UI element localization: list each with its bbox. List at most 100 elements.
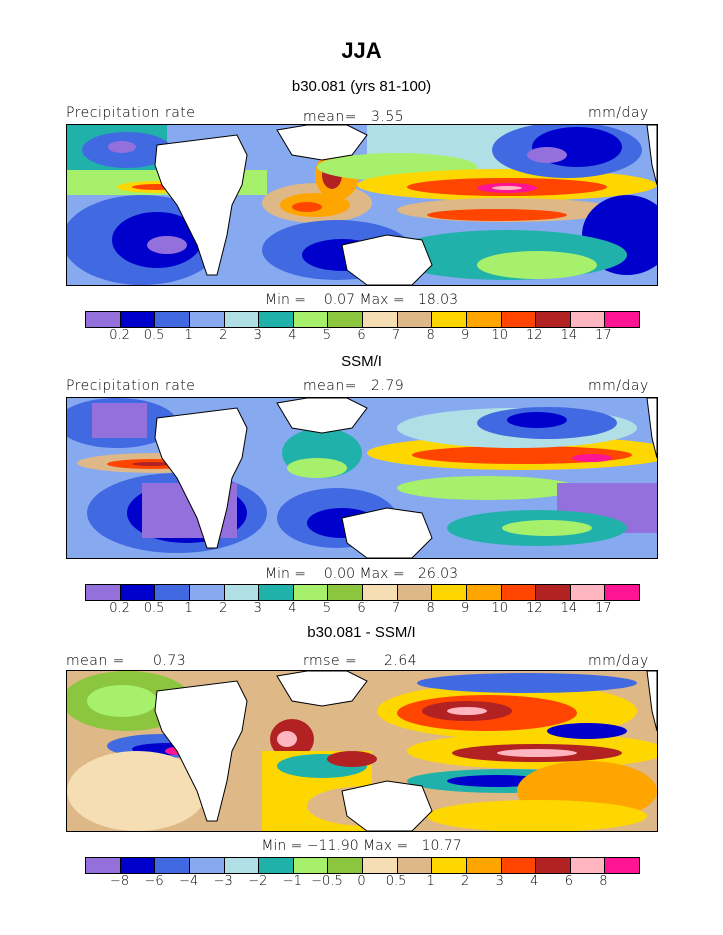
panel1-colorbar-cell (86, 312, 121, 327)
panel3-colorbar-tick-label: −0.5 (311, 874, 343, 889)
panel2-colorbar-ticks: 0.2 0.5 1 2 3 4 5 6 7 8 9 10 12 14 17 (85, 601, 638, 617)
panel3-colorbar-cell (155, 858, 190, 873)
panel3-colorbar-tick-label: −6 (144, 874, 164, 889)
panel3-colorbar-cell (397, 858, 433, 873)
panel2-colorbar-tick-label: 0.2 (109, 601, 130, 616)
panel2-colorbar-cell (570, 585, 606, 600)
panel2-colorbar-cell (432, 585, 467, 600)
panel1-variable-label: Precipitation rate (66, 105, 196, 121)
panel2-units-label: mm/day (588, 378, 649, 394)
panel1-colorbar-tick-label: 10 (491, 328, 509, 343)
panel2-colorbar-tick-label: 12 (526, 601, 543, 616)
panel1-mean-value: 3.55 (371, 109, 405, 125)
panel3-colorbar-tick-label: 0 (357, 874, 366, 889)
panel1-minmax: Min = 0.07 Max = 18.03 (265, 292, 458, 308)
panel2-colorbar-cell (397, 585, 433, 600)
panel3-map (66, 670, 658, 832)
panel1-colorbar-tick-label: 7 (391, 328, 401, 343)
panel3-colorbar-cell (466, 858, 502, 873)
panel1-colorbar-tick-label: 9 (461, 328, 470, 343)
panel2-mean-value: 2.79 (371, 378, 405, 394)
panel3-colorbar-tick-label: 0.5 (385, 874, 407, 889)
panel1-colorbar-tick-label: 0.2 (109, 328, 130, 343)
panel2-colorbar-tick-label: 0.5 (143, 601, 165, 616)
panel3-colorbar-tick-label: −2 (248, 874, 268, 889)
panel2-colorbar-tick-label: 7 (391, 601, 401, 616)
panel2-colorbar-tick-label: 3 (253, 601, 262, 616)
panel3-colorbar-tick-label: −8 (109, 874, 130, 889)
panel3-colorbar-ticks: −8 −6 −4 −3 −2 −1 −0.5 0 0.5 1 2 3 4 6 8 (85, 874, 638, 890)
panel2-colorbar-cell (259, 585, 294, 600)
panel1-colorbar-cell (224, 312, 260, 327)
panel1-colorbar-tick-label: 1 (184, 328, 193, 343)
panel2-colorbar-tick-label: 2 (219, 601, 228, 616)
panel1-colorbar-ticks: 0.2 0.5 1 2 3 4 5 6 7 8 9 10 12 14 17 (85, 328, 638, 344)
panel1-mean-label: mean= (303, 109, 357, 125)
panel2-heatmap (67, 398, 657, 558)
panel1-colorbar-tick-label: 5 (322, 328, 332, 343)
panel1-colorbar-cell (328, 312, 363, 327)
panel1-units-label: mm/day (588, 105, 649, 121)
panel2-colorbar-cell (328, 585, 363, 600)
panel3-heatmap (67, 671, 657, 831)
panel1-colorbar-cell (189, 312, 225, 327)
panel1-subtitle: b30.081 (yrs 81-100) (291, 78, 432, 95)
panel2-colorbar-cell (536, 585, 571, 600)
panel1-colorbar-cell (259, 312, 294, 327)
panel1-colorbar-tick-label: 17 (595, 328, 612, 343)
panel2-subtitle: SSM/I (341, 353, 382, 370)
panel1-colorbar-cell (120, 312, 156, 327)
panel3-colorbar-cell (432, 858, 467, 873)
panel2-colorbar-cell (466, 585, 502, 600)
panel3-colorbar-tick-label: 3 (495, 874, 504, 889)
panel1-colorbar-cell (536, 312, 571, 327)
panel3-colorbar-tick-label: −1 (282, 874, 302, 889)
panel2-map (66, 397, 658, 559)
panel1-heatmap (67, 125, 657, 285)
panel3-mean-value: 0.73 (153, 653, 187, 669)
panel3-colorbar-cell (605, 858, 639, 873)
panel1-colorbar-cell (293, 312, 329, 327)
panel3-colorbar-tick-label: 2 (461, 874, 470, 889)
panel3-colorbar (85, 857, 640, 874)
panel3-colorbar-cell (293, 858, 329, 873)
panel1-colorbar-cell (605, 312, 639, 327)
panel3-colorbar-cell (363, 858, 398, 873)
panel3-colorbar-tick-label: 1 (426, 874, 435, 889)
panel1-colorbar-cell (466, 312, 502, 327)
panel3-colorbar-cell (224, 858, 260, 873)
panel1-colorbar-tick-label: 3 (253, 328, 262, 343)
panel1-colorbar-cell (501, 312, 537, 327)
panel2-mean-label: mean= (303, 378, 357, 394)
panel3-colorbar-tick-label: 4 (530, 874, 539, 889)
panel3-mean-label: mean = (66, 653, 125, 669)
panel3-colorbar-cell (189, 858, 225, 873)
panel2-colorbar-tick-label: 4 (288, 601, 297, 616)
panel1-colorbar-cell (363, 312, 398, 327)
panel3-rmse-label: rmse = (303, 653, 358, 669)
panel1-colorbar (85, 311, 640, 328)
panel3-colorbar-tick-label: −4 (179, 874, 199, 889)
panel2-colorbar-cell (155, 585, 190, 600)
panel3-colorbar-cell (570, 858, 606, 873)
panel1-colorbar-cell (397, 312, 433, 327)
panel2-colorbar-cell (120, 585, 156, 600)
panel1-colorbar-tick-label: 14 (560, 328, 578, 343)
panel2-colorbar-tick-label: 1 (184, 601, 193, 616)
panel2-colorbar-cell (293, 585, 329, 600)
panel2-colorbar-tick-label: 6 (357, 601, 366, 616)
panel2-colorbar-cell (605, 585, 639, 600)
panel3-units-label: mm/day (588, 653, 649, 669)
panel2-variable-label: Precipitation rate (66, 378, 196, 394)
panel1-map (66, 124, 658, 286)
panel2-colorbar-tick-label: 14 (560, 601, 578, 616)
panel2-colorbar-cell (224, 585, 260, 600)
panel1-colorbar-tick-label: 0.5 (143, 328, 165, 343)
panel3-colorbar-cell (259, 858, 294, 873)
figure-title: JJA (341, 38, 382, 63)
panel2-colorbar-tick-label: 10 (491, 601, 509, 616)
panel2-colorbar-tick-label: 5 (322, 601, 332, 616)
panel3-rmse-value: 2.64 (384, 653, 418, 669)
panel1-colorbar-tick-label: 4 (288, 328, 297, 343)
panel2-colorbar-tick-label: 8 (426, 601, 435, 616)
